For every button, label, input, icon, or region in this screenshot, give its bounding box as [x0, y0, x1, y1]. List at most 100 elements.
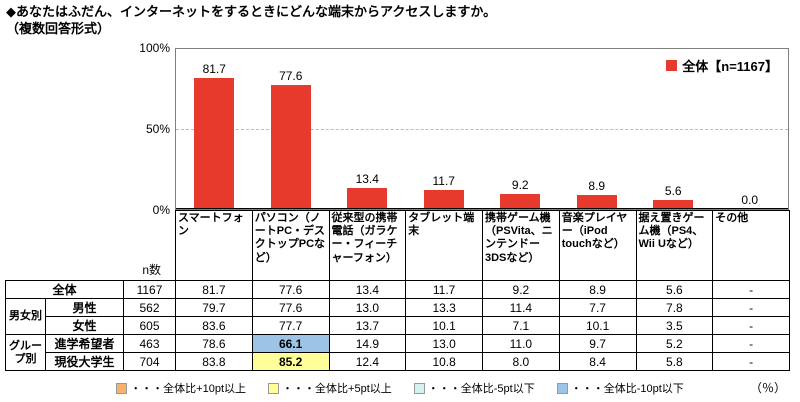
value-cell: 9.7 [558, 334, 637, 353]
bar-value-label: 11.7 [432, 174, 455, 188]
value-cell: 77.6 [251, 280, 330, 299]
value-cell: 13.4 [328, 280, 407, 299]
n-count-header: n数 [142, 263, 161, 277]
value-cell: 3.5 [635, 316, 714, 335]
legend-item-minus5: ・・・全体比-5pt以下 [413, 380, 535, 396]
row-label-male: 男性 [45, 298, 124, 317]
n-count-cell: 1167 [123, 280, 176, 299]
column-header-pc: パソコン（ノートPC・デスクトップPCなど） [251, 210, 330, 281]
table-row-male: 男女別 男性 562 79.7 77.6 13.0 13.3 11.4 7.7 … [5, 298, 790, 335]
value-cell: 77.7 [251, 316, 330, 335]
column-header-console-game: 据え置きゲーム機（PS4、Wii Uなど） [635, 210, 714, 281]
value-cell-highlight-plus5: 85.2 [251, 352, 330, 371]
value-cell: 14.9 [328, 334, 407, 353]
legend-item-label: ・・・全体比-10pt以下 [570, 383, 684, 395]
bar-console-game [653, 200, 694, 209]
value-cell: - [712, 280, 790, 299]
value-cell: 8.9 [558, 280, 637, 299]
legend-label: 全体【n=1167】 [682, 59, 778, 74]
bar-slot: 8.9 [559, 49, 636, 209]
bar-slot: 13.4 [329, 49, 406, 209]
legend-item-plus5: ・・・全体比+5pt以上 [268, 380, 392, 396]
results-table: n数 スマートフォン パソコン（ノートPC・デスクトップPCなど） 従来型の携帯… [5, 210, 790, 371]
row-label-female: 女性 [45, 316, 124, 335]
minus10-color-swatch [556, 382, 568, 394]
table-row-total: 全体 1167 81.7 77.6 13.4 11.7 9.2 8.9 5.6 … [5, 280, 790, 299]
bar-chart-plot-area: 81.7 77.6 13.4 11.7 9.2 8.9 5.6 0.0 全体【n… [175, 48, 789, 210]
bar-value-label: 0.0 [741, 193, 759, 207]
bar-series: 81.7 77.6 13.4 11.7 9.2 8.9 5.6 0.0 [176, 49, 788, 209]
value-cell: 83.6 [175, 316, 253, 335]
table-row-female: 女性 605 83.6 77.7 13.7 10.1 7.1 10.1 3.5 … [6, 316, 790, 335]
value-cell: - [712, 298, 790, 317]
title-line-1: ◆あなたはふだん、インターネットをするときにどんな端末からアクセスしますか。 [6, 4, 497, 19]
column-header-music-player: 音楽プレイヤー（iPod touchなど） [558, 210, 637, 281]
column-header-smartphone: スマートフォン [175, 210, 253, 281]
column-header-portable-game: 携帯ゲーム機（PSVita、ニンテンドー3DSなど） [482, 210, 560, 281]
value-cell: 5.6 [635, 280, 714, 299]
legend-item-label: ・・・全体比+10pt以上 [130, 383, 247, 395]
gridline-50pct [176, 129, 788, 130]
plus5-color-swatch [268, 382, 280, 394]
legend-item-label: ・・・全体比-5pt以下 [427, 383, 535, 395]
plus10-color-swatch [116, 382, 128, 394]
value-cell: 9.2 [482, 280, 560, 299]
value-cell: 13.0 [405, 334, 483, 353]
value-cell: 8.4 [558, 352, 637, 371]
value-cell: 81.7 [175, 280, 253, 299]
highlight-legend: ・・・全体比+10pt以上 ・・・全体比+5pt以上 ・・・全体比-5pt以下 … [0, 380, 800, 396]
value-cell: 10.1 [558, 316, 637, 335]
group-label-gender: 男女別 [5, 298, 46, 335]
value-cell: 8.0 [482, 352, 560, 371]
bar-tablet [423, 190, 464, 209]
bar-slot: 81.7 [176, 49, 253, 209]
bar-slot: 5.6 [635, 49, 712, 209]
legend-item-minus10: ・・・全体比-10pt以下 [556, 380, 684, 396]
y-axis-tick-100: 100% [139, 41, 170, 55]
value-cell: 7.8 [635, 298, 714, 317]
table-row-applicants: グループ別 進学希望者 463 78.6 66.1 14.9 13.0 11.0… [5, 334, 790, 371]
legend-color-swatch [666, 60, 678, 71]
value-cell: 12.4 [328, 352, 407, 371]
x-axis-line [176, 208, 788, 209]
legend-item-plus10: ・・・全体比+10pt以上 [116, 380, 246, 396]
chart-legend: 全体【n=1167】 [666, 56, 778, 75]
page-title: ◆あなたはふだん、インターネットをするときにどんな端末からアクセスしますか。 （… [6, 4, 496, 38]
value-cell: - [712, 352, 790, 371]
bar-portable-game [500, 194, 541, 209]
value-cell: 11.7 [405, 280, 483, 299]
value-cell: 13.7 [328, 316, 407, 335]
y-axis-tick-0: 0% [152, 203, 170, 217]
bar-feature-phone [347, 188, 388, 209]
row-label-students: 現役大学生 [45, 352, 124, 371]
bar-slot: 77.6 [253, 49, 330, 209]
value-cell: 7.7 [558, 298, 637, 317]
bar-slot: 9.2 [482, 49, 559, 209]
value-cell: 11.0 [482, 334, 560, 353]
bar-pc [270, 85, 311, 209]
n-count-cell: 704 [123, 352, 176, 371]
row-label-total: 全体 [5, 280, 124, 299]
column-header-other: その他 [712, 210, 790, 281]
bar-music-player [576, 195, 617, 209]
value-cell: 77.6 [251, 298, 330, 317]
bar-value-label: 5.6 [664, 184, 682, 198]
value-cell: 10.8 [405, 352, 483, 371]
n-count-cell: 605 [123, 316, 176, 335]
value-cell: 10.1 [405, 316, 483, 335]
bar-value-label: 9.2 [511, 178, 529, 192]
group-label-group: グループ別 [5, 334, 46, 371]
value-cell: 13.3 [405, 298, 483, 317]
table-row-students: 現役大学生 704 83.8 85.2 12.4 10.8 8.0 8.4 5.… [6, 352, 790, 371]
bar-value-label: 8.9 [588, 179, 606, 193]
value-cell: 78.6 [175, 334, 253, 353]
category-header-row: n数 スマートフォン パソコン（ノートPC・デスクトップPCなど） 従来型の携帯… [6, 210, 790, 281]
bar-slot: 0.0 [712, 49, 789, 209]
bar-smartphone [194, 78, 235, 209]
value-cell: - [712, 316, 790, 335]
row-label-applicants: 進学希望者 [45, 334, 124, 353]
y-axis-tick-50: 50% [145, 122, 170, 136]
value-cell: 5.8 [635, 352, 714, 371]
column-header-tablet: タブレット端末 [405, 210, 483, 281]
